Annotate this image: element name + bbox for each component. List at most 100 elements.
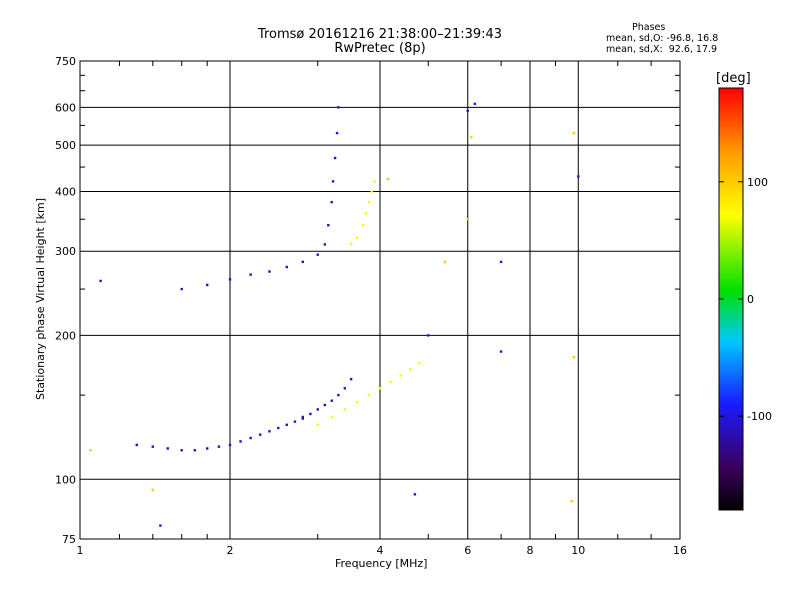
data-point: [364, 212, 368, 215]
x-tick-label: 8: [527, 544, 534, 557]
colorbar-tick-label: -100: [747, 410, 772, 423]
data-point: [333, 156, 337, 160]
stats-title: Phases: [632, 22, 666, 33]
x-tick-label: 2: [227, 544, 234, 557]
data-point: [239, 440, 242, 443]
plot-grid: [80, 61, 680, 539]
data-point: [466, 218, 469, 221]
data-point: [99, 279, 102, 283]
data-point: [135, 443, 138, 447]
data-point: [166, 447, 169, 450]
data-point: [330, 399, 333, 402]
y-tick-label: 200: [55, 329, 76, 342]
colorbar-unit: [deg]: [716, 71, 751, 86]
data-point: [193, 449, 197, 452]
data-point: [316, 423, 319, 427]
data-point: [331, 180, 335, 183]
stats-x-mode: mean, sd,X: 92.6, 17.9: [606, 44, 718, 55]
data-point: [335, 131, 339, 135]
data-point: [367, 200, 371, 204]
data-point: [572, 356, 576, 359]
data-point: [228, 278, 232, 281]
y-axis-label: Stationary phase Virtual Height [km]: [34, 197, 47, 400]
data-point: [577, 175, 580, 178]
data-point: [466, 109, 469, 113]
data-point: [330, 415, 333, 419]
x-axis-label: Frequency [MHz]: [335, 557, 428, 570]
stats-o-mode: mean, sd,O: -96.8, 16.8: [606, 33, 719, 44]
colorbar-tick-label: 0: [747, 293, 754, 306]
data-point: [386, 177, 390, 181]
data-point: [409, 367, 412, 371]
data-point: [151, 445, 155, 448]
data-point: [337, 106, 340, 109]
x-tick-label: 1: [77, 544, 84, 557]
data-point: [327, 224, 330, 227]
data-point: [413, 493, 417, 496]
data-point: [323, 403, 327, 407]
data-point: [277, 426, 280, 430]
data-point: [389, 380, 392, 383]
data-point: [285, 265, 288, 269]
data-point: [301, 415, 305, 419]
data-point: [285, 423, 288, 427]
chart-subtitle: RwPretec (8p): [334, 41, 426, 56]
data-point: [259, 433, 262, 436]
data-point: [309, 412, 312, 416]
data-point: [570, 499, 573, 503]
data-point: [205, 283, 209, 287]
data-point: [418, 361, 421, 365]
data-point: [443, 260, 447, 264]
data-point: [205, 447, 209, 450]
data-point: [180, 449, 183, 452]
x-tick-label: 10: [571, 544, 585, 557]
y-tick-label: 500: [55, 139, 76, 152]
data-point: [355, 400, 359, 404]
data-point: [151, 488, 155, 492]
data-point: [355, 236, 359, 240]
data-point: [367, 393, 371, 397]
data-point: [249, 436, 252, 440]
data-point: [349, 377, 353, 381]
data-point: [343, 387, 347, 390]
y-tick-label: 100: [55, 473, 76, 486]
y-tick-label: 300: [55, 245, 76, 258]
data-point: [249, 273, 252, 276]
data-point: [370, 190, 373, 193]
plot-axes: 1 2 4 6 8 10 16 75 100 200 300 400 500 600 750: [55, 55, 687, 557]
data-point: [316, 408, 319, 411]
data-point: [378, 387, 382, 390]
data-point: [159, 524, 162, 527]
x-tick-label: 16: [673, 544, 687, 557]
y-tick-label: 75: [62, 533, 76, 546]
data-point: [268, 270, 271, 273]
data-point: [343, 408, 347, 411]
colorbar-tick-label: 100: [747, 176, 768, 189]
plot-frame: [79, 60, 681, 540]
data-point: [301, 260, 305, 264]
data-point: [268, 430, 271, 433]
data-point: [427, 334, 430, 337]
data-point: [572, 131, 576, 135]
y-tick-label: 600: [55, 101, 76, 114]
data-point: [399, 374, 402, 377]
data-point: [301, 417, 305, 420]
data-point: [470, 135, 473, 139]
data-point: [217, 445, 221, 448]
data-point: [316, 253, 319, 256]
y-tick-label: 750: [55, 55, 76, 68]
data-point: [373, 180, 376, 183]
chart-title: Tromsø 20161216 21:38:00–21:39:43: [257, 27, 503, 42]
data-point: [337, 393, 340, 397]
x-tick-label: 6: [464, 544, 471, 557]
data-point: [473, 102, 477, 106]
phase-colorbar: 100 0 -100: [718, 87, 772, 511]
data-point: [180, 287, 183, 291]
data-point: [228, 443, 232, 447]
data-point: [361, 224, 365, 227]
data-point: [89, 449, 92, 452]
data-point: [293, 420, 297, 423]
data-point: [499, 350, 503, 353]
x-tick-label: 4: [377, 544, 384, 557]
